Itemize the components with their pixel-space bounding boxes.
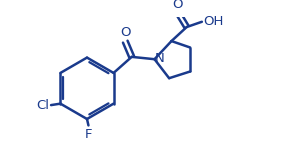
Text: OH: OH xyxy=(203,15,223,28)
Text: O: O xyxy=(120,26,130,39)
Text: O: O xyxy=(173,0,183,11)
Text: Cl: Cl xyxy=(37,99,50,112)
Text: N: N xyxy=(155,52,165,65)
Text: F: F xyxy=(85,128,92,141)
